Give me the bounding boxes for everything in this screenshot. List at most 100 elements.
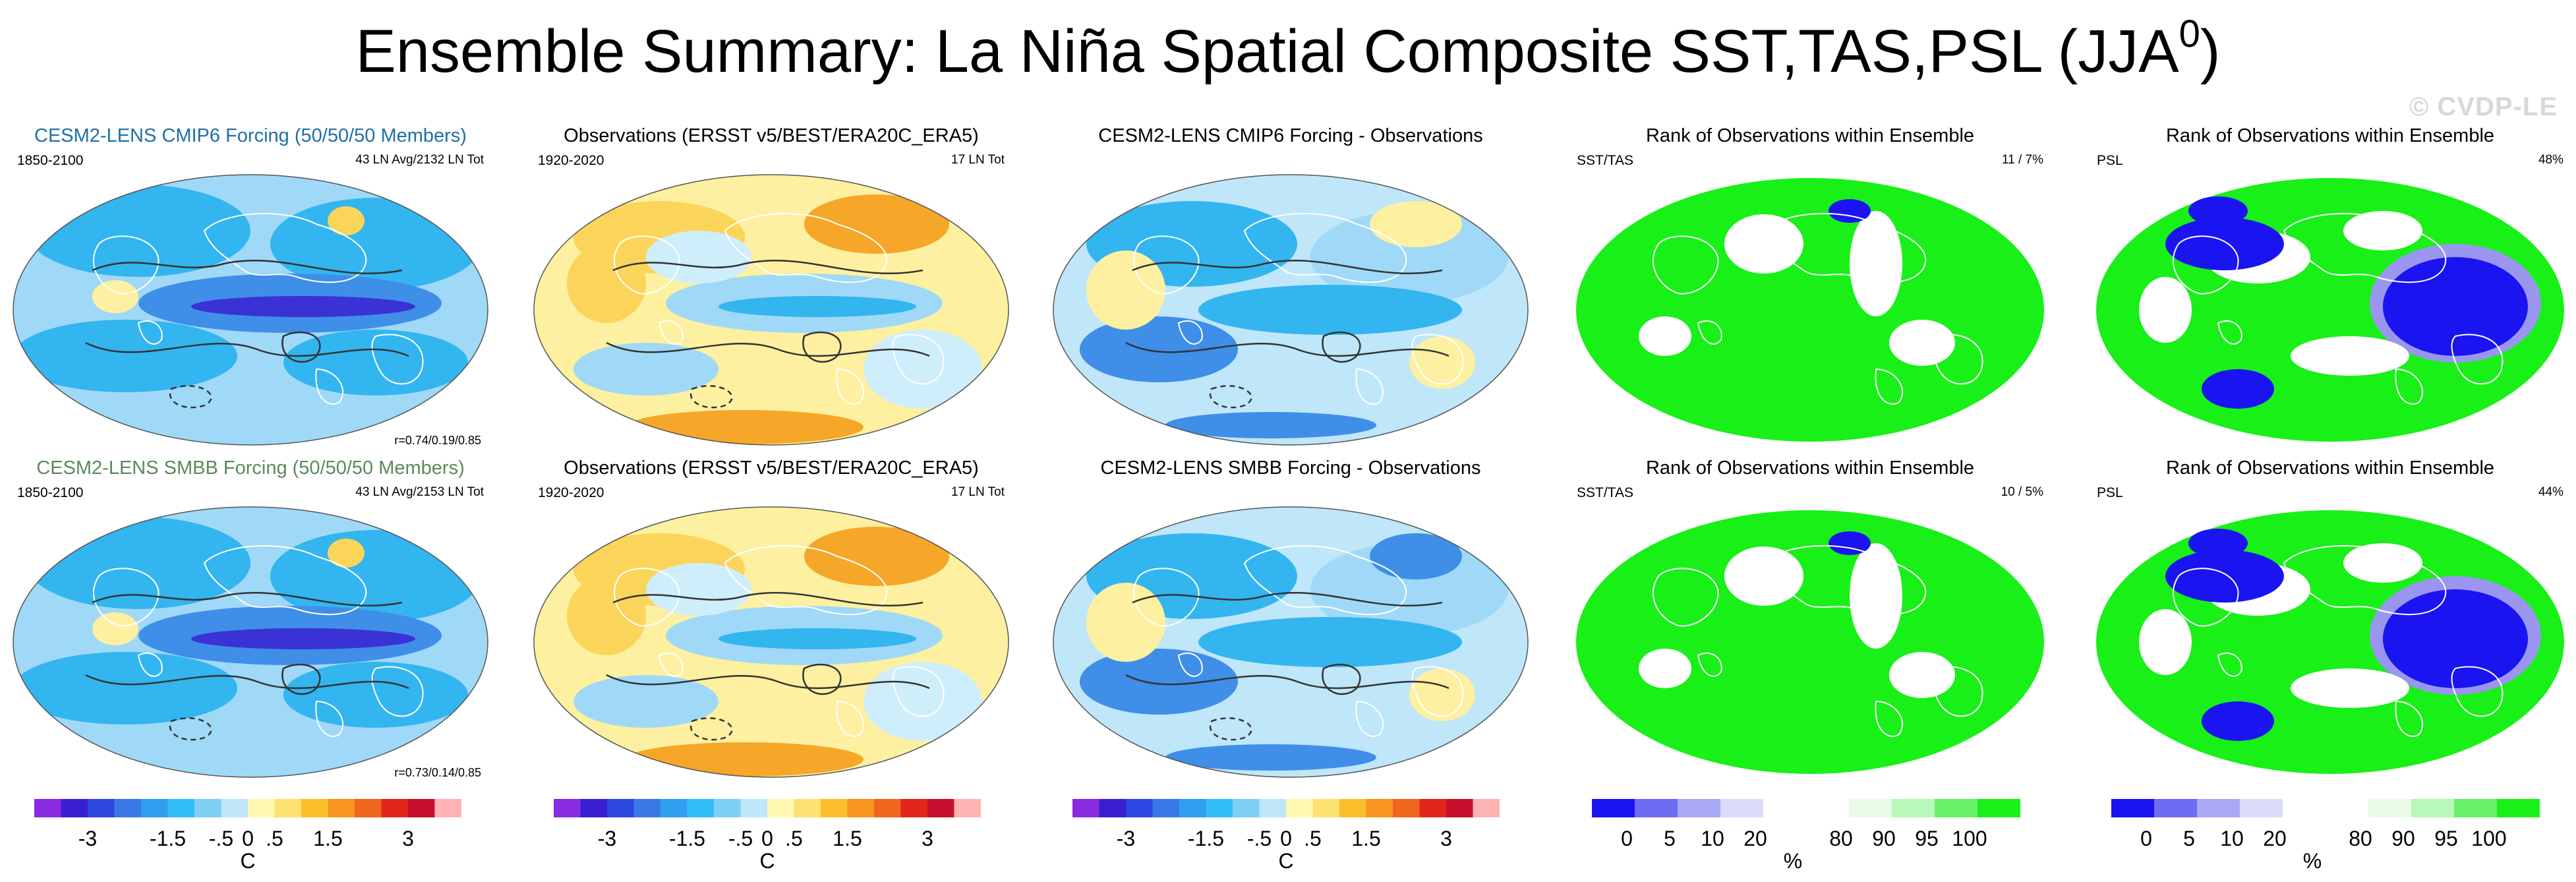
coastline-3 [836,700,864,737]
colorbar-segment [1678,799,1720,817]
colorbar-segment [1099,799,1126,817]
rank-region [1889,652,1955,698]
colorbar-segment [2111,799,2154,817]
coastline-2 [1931,334,1983,385]
anomaly-region [646,231,751,283]
psl-contour [606,674,930,690]
coastline-2 [892,666,945,717]
anomaly-region [1409,668,1475,721]
colorbar-tick-label: 0 [242,827,254,850]
colorbar-segment [2154,799,2197,817]
panel-title: Rank of Observations within Ensemble [1645,457,1975,479]
anomaly-region [626,742,864,777]
colorbar-segment [767,799,794,817]
psl-contour-negative [1209,385,1252,409]
map-panel-r2c5: Rank of Observations within Ensemble PSL 4… [2086,457,2574,804]
coastline-2 [1931,666,1983,717]
coastline-4 [2217,652,2242,677]
coastline-2 [892,334,945,385]
colorbar-tick-label: 95 [1915,827,1939,850]
colorbar-segment [1233,799,1260,817]
rank-region [2202,701,2274,741]
colorbar-segment [794,799,821,817]
colorbar-segment [1152,799,1179,817]
panel-left-label: 1850-2100 [17,153,84,168]
map-panel-r2c2: Observations (ERSST v5/BEST/ERA20C_ERA5)… [527,457,1015,804]
coastline-0 [203,212,367,283]
anomaly-region [864,330,982,409]
anomaly-region [1086,250,1165,330]
colorbar-tick-label: 1.5 [1351,827,1381,850]
coastline-0 [1243,212,1407,283]
colorbar-tick-label: 90 [1872,827,1896,850]
psl-contour [281,663,321,695]
colorbar-segment [1592,799,1635,817]
psl-contour [1125,674,1449,690]
map-projection [2093,175,2567,445]
psl-contour [1132,591,1443,607]
map-panel-r1c5: Rank of Observations within Ensemble PSL 4… [2086,125,2574,471]
coastline-1 [92,568,160,627]
psl-contour [612,591,923,607]
colorbar-tick-label: 10 [1701,827,1724,850]
colorbar-unit: % [2302,849,2322,873]
colorbar-tick-label: .5 [1304,827,1322,850]
coastline-1 [1652,235,1719,295]
colorbar-segment [2197,799,2240,817]
coastline-0 [2283,212,2447,283]
map-projection [13,174,488,446]
coastline-3 [1355,368,1384,405]
psl-contour [281,331,321,363]
pattern-correlation-label: r=0.73/0.14/0.85 [394,766,481,779]
psl-contour [802,663,842,695]
colorbar-tick-label: -1.5 [1187,827,1225,850]
colorbar-tick-label: 100 [1952,827,1987,850]
rank-region [2291,668,2409,708]
colorbar-swatches [2111,799,2540,817]
colorbar-tick-label: 1.5 [833,827,862,850]
panel-left-label: SST/TAS [1577,153,1633,168]
colorbar-segment [1072,799,1099,817]
map-projection [533,506,1009,778]
colorbar-segment [687,799,714,817]
panel-right-label: 10 / 5% [2001,485,2043,499]
colorbar-segment [580,799,607,817]
anomaly-region [86,396,415,435]
colorbar-tick-label: 0 [2140,827,2152,850]
map-content [1573,507,2047,777]
map-panel-r1c2: Observations (ERSST v5/BEST/ERA20C_ERA5)… [527,125,1015,471]
colorbar-segment [1259,799,1286,817]
coastline-0 [724,544,888,616]
anomaly-region [1080,316,1238,382]
coastline-4 [1697,652,1722,677]
title-close: ) [2200,18,2221,85]
panel-right-label: 17 LN Tot [951,485,1005,499]
colorbar-unit: % [1783,849,1803,873]
map-projection [1573,175,2047,445]
anomaly-region [1198,617,1462,667]
anomaly-region [573,343,718,396]
title-superscript: 0 [2179,13,2200,55]
colorbar-segment [1806,799,1849,817]
colorbar-segment [434,799,461,817]
panel-title: CESM2-LENS SMBB Forcing - Observations [1100,457,1481,479]
colorbar-segment [740,799,767,817]
map-content [13,175,488,445]
panel-left-label: 1850-2100 [17,485,84,500]
colorbar-segment [114,799,141,817]
coastline-1 [2172,235,2239,295]
anomaly-region [1080,649,1238,715]
rank-region [1889,320,1955,366]
colorbar-segment [301,799,328,817]
coastline-1 [613,235,680,295]
colorbar-segment [328,799,355,817]
coastline-0 [2283,544,2447,616]
coastline-1 [1652,568,1719,627]
rank-region [1829,199,1871,223]
panel-left-label: PSL [2097,153,2123,168]
colorbar-tick-label: 80 [1829,827,1853,850]
rank-region [1850,543,1902,649]
anomaly-region [13,652,237,724]
colorbar-tick-label: 5 [1664,827,1676,850]
coastline-4 [2217,320,2242,345]
